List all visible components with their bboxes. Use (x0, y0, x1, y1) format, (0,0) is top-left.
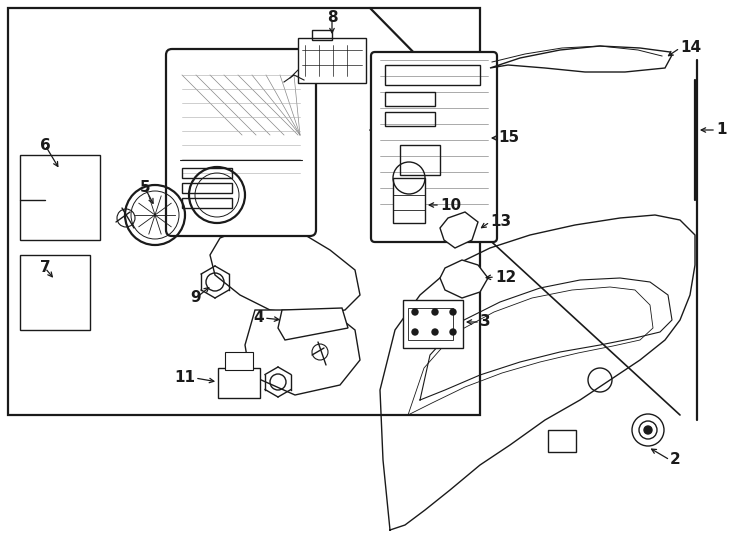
Text: 13: 13 (490, 214, 511, 230)
Text: 9: 9 (191, 291, 201, 306)
Text: 14: 14 (680, 40, 701, 56)
Polygon shape (440, 260, 488, 298)
Bar (182, 183, 232, 193)
Text: 8: 8 (327, 10, 338, 25)
Bar (225, 352, 253, 370)
Text: 1: 1 (716, 123, 727, 138)
Bar (8, 8, 480, 415)
Text: 7: 7 (40, 260, 51, 275)
FancyBboxPatch shape (166, 49, 316, 236)
Bar (408, 308, 453, 340)
Bar (182, 198, 232, 208)
Bar (400, 145, 440, 175)
Bar (385, 65, 480, 85)
Text: 12: 12 (495, 269, 516, 285)
Polygon shape (20, 255, 90, 330)
Text: 6: 6 (40, 138, 51, 152)
Text: 15: 15 (498, 131, 519, 145)
Circle shape (450, 329, 456, 335)
Polygon shape (20, 155, 100, 240)
Bar (298, 38, 366, 83)
Circle shape (412, 329, 418, 335)
Text: 5: 5 (139, 180, 150, 195)
FancyBboxPatch shape (371, 52, 497, 242)
Circle shape (432, 309, 438, 315)
Bar (312, 30, 332, 40)
Text: 4: 4 (253, 310, 264, 326)
Polygon shape (245, 310, 360, 395)
Circle shape (450, 309, 456, 315)
Text: 10: 10 (440, 198, 461, 213)
Circle shape (432, 329, 438, 335)
Text: 2: 2 (670, 453, 680, 468)
Bar (403, 300, 463, 348)
Bar (548, 430, 576, 452)
Bar (385, 92, 435, 106)
Bar (218, 368, 260, 398)
Bar (182, 168, 232, 178)
Circle shape (644, 426, 652, 434)
Polygon shape (210, 228, 360, 315)
Bar (385, 112, 435, 126)
Text: 11: 11 (174, 370, 195, 386)
Text: 3: 3 (480, 314, 490, 329)
Polygon shape (490, 46, 672, 72)
Polygon shape (278, 308, 348, 340)
Polygon shape (440, 212, 478, 248)
Circle shape (412, 309, 418, 315)
Bar (393, 178, 425, 223)
